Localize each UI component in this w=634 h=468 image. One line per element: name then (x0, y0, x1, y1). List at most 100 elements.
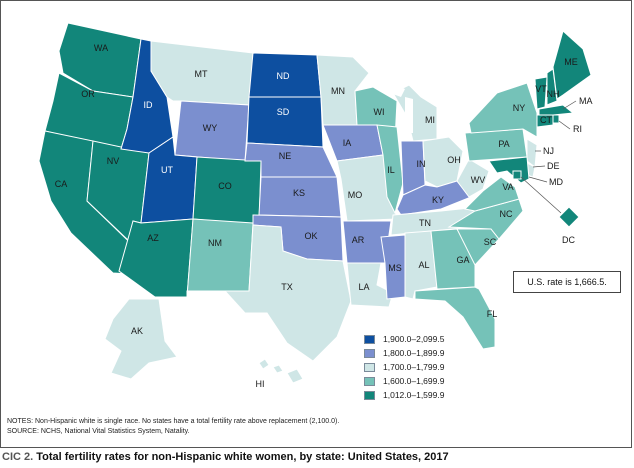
label-wv: WV (471, 175, 486, 185)
label-tx: TX (281, 282, 293, 292)
notes-line: NOTES: Non-Hispanic white is single race… (7, 418, 340, 425)
state-ri (552, 114, 560, 124)
label-ma: MA (579, 96, 593, 106)
label-fl: FL (487, 309, 498, 319)
label-id: ID (144, 100, 154, 110)
label-mn: MN (331, 86, 345, 96)
label-ne: NE (279, 151, 292, 161)
legend-item: 1,900.0–2,099.5 (364, 332, 504, 346)
label-dc: DC (562, 235, 575, 245)
legend-label: 1,012.0–1,599.9 (383, 390, 445, 400)
label-de: DE (547, 161, 560, 171)
label-la: LA (358, 282, 369, 292)
state-fl (414, 286, 496, 350)
label-wa: WA (94, 43, 108, 53)
label-ks: KS (293, 188, 305, 198)
state-hi (258, 358, 304, 384)
state-ct (536, 114, 554, 128)
label-in: IN (417, 159, 426, 169)
state-dc (512, 170, 522, 180)
label-ky: KY (432, 195, 444, 205)
state-ia (322, 124, 384, 162)
label-nd: ND (277, 71, 290, 81)
legend-label: 1,700.0–1,799.9 (383, 362, 445, 372)
label-ri: RI (573, 124, 582, 134)
label-ga: GA (456, 255, 469, 265)
label-nm: NM (208, 238, 222, 248)
legend-swatch (364, 348, 375, 358)
label-sd: SD (277, 107, 290, 117)
label-or: OR (81, 89, 95, 99)
label-ct: CT (540, 115, 552, 125)
state-ms (380, 234, 406, 300)
label-wy: WY (203, 123, 218, 133)
legend-swatch (364, 334, 375, 344)
state-co (192, 156, 262, 226)
label-az: AZ (147, 233, 159, 243)
label-sc: SC (484, 237, 497, 247)
legend-label: 1,600.0–1,699.9 (383, 376, 445, 386)
label-va: VA (502, 182, 513, 192)
label-hi: HI (256, 379, 265, 389)
state-ma (538, 104, 575, 116)
label-vt: VT (535, 84, 547, 94)
figure-label: CIC 2. (2, 451, 34, 463)
lake-superior (373, 83, 405, 97)
legend-label: 1,900.0–2,099.5 (383, 334, 445, 344)
state-il (376, 124, 404, 215)
figure-caption: CIC 2. Total fertility rates for non-His… (2, 451, 449, 463)
map-frame: WA OR CA NV ID MT WY UT AZ CO NM ND SD N… (0, 0, 632, 448)
label-ia: IA (343, 138, 352, 148)
leader-lines (520, 100, 577, 214)
state-tx (223, 224, 352, 362)
label-mo: MO (348, 190, 363, 200)
label-al: AL (418, 260, 429, 270)
legend-label: 1,800.0–1,899.9 (383, 348, 445, 358)
map-title: Total fertility rates for non-Hispanic w… (36, 451, 449, 463)
legend-swatch (364, 376, 375, 386)
us-rate-box: U.S. rate is 1,666.5. (513, 271, 621, 293)
label-ar: AR (352, 235, 365, 245)
state-nh (546, 68, 558, 106)
label-il: IL (387, 165, 395, 175)
notes: NOTES: Non-Hispanic white is single race… (7, 417, 339, 437)
label-oh: OH (447, 155, 461, 165)
label-nc: NC (500, 209, 513, 219)
state-ak (104, 298, 178, 380)
state-pa (464, 128, 528, 162)
state-vt (534, 76, 548, 110)
state-nm (186, 218, 254, 298)
label-co: CO (218, 181, 232, 191)
label-me: ME (564, 57, 578, 67)
state-va (463, 176, 520, 212)
us-map: WA OR CA NV ID MT WY UT AZ CO NM ND SD N… (38, 22, 593, 389)
legend-swatch (364, 362, 375, 372)
state-me (552, 30, 592, 100)
label-mt: MT (195, 69, 208, 79)
state-nj (526, 138, 538, 168)
label-ut: UT (161, 165, 173, 175)
label-nj: NJ (543, 146, 554, 156)
label-ny: NY (513, 103, 526, 113)
label-ok: OK (304, 231, 317, 241)
state-az (118, 218, 194, 298)
legend-item: 1,800.0–1,899.9 (364, 346, 504, 360)
legend-item: 1,012.0–1,599.9 (364, 388, 504, 402)
label-pa: PA (498, 139, 509, 149)
state-shapes (38, 22, 592, 384)
label-ca: CA (55, 179, 68, 189)
state-dc-callout (558, 206, 580, 228)
label-nh: NH (547, 89, 560, 99)
label-ms: MS (388, 263, 402, 273)
legend-item: 1,700.0–1,799.9 (364, 360, 504, 374)
label-nv: NV (107, 156, 120, 166)
label-md: MD (549, 177, 563, 187)
label-wi: WI (374, 107, 385, 117)
legend: 1,900.0–2,099.5 1,800.0–1,899.9 1,700.0–… (364, 332, 504, 402)
source-line: SOURCE: NCHS, National Vital Statistics … (7, 428, 190, 435)
legend-item: 1,600.0–1,699.9 (364, 374, 504, 388)
label-mi: MI (425, 115, 435, 125)
legend-swatch (364, 390, 375, 400)
state-wv (456, 158, 490, 198)
lake-michigan (405, 97, 413, 133)
